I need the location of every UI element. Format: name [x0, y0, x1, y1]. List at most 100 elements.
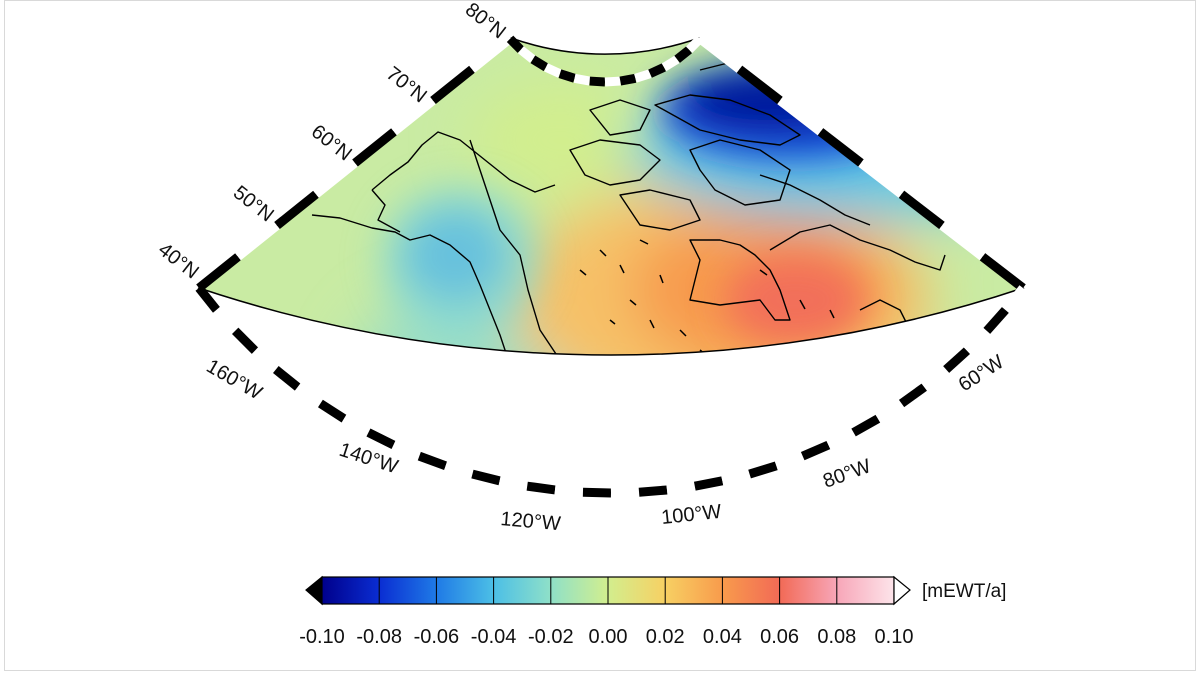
frame-tick	[800, 440, 831, 461]
frame-tick	[648, 63, 666, 78]
frame-tick	[721, 469, 751, 486]
map-frame-ticks	[195, 34, 1027, 498]
map-border	[197, 37, 1025, 356]
colorbar-tick-label: 0.02	[646, 626, 685, 648]
frame-tick	[748, 461, 778, 479]
frame-tick	[777, 96, 824, 136]
frame-tick	[341, 414, 371, 437]
colorbar-tick-label: -0.08	[356, 626, 402, 648]
lat-label-40n: 40°N	[154, 239, 203, 284]
lat-label-50n: 50°N	[229, 182, 278, 227]
frame-tick	[544, 63, 562, 78]
frame-tick	[610, 487, 640, 498]
frame-tick	[693, 476, 724, 491]
frame-tick	[589, 76, 606, 87]
arctic-islands-2	[619, 189, 701, 231]
frame-tick	[963, 327, 990, 354]
arctic-islands-1	[569, 139, 661, 186]
frame-tick	[295, 383, 324, 408]
frame-tick	[983, 306, 1009, 334]
frame-tick	[195, 285, 221, 313]
colorbar-unit: [mEWT/a]	[922, 581, 1006, 602]
lon-label-100w: 100°W	[660, 501, 722, 529]
frame-tick	[366, 428, 396, 450]
alaska-west-coast	[371, 189, 401, 233]
frame-tick	[313, 159, 358, 198]
alaska-coast	[311, 214, 511, 356]
lat-label-60n: 60°N	[307, 121, 356, 166]
great-lakes	[730, 370, 800, 440]
frame-tick	[213, 306, 239, 334]
frame-tick	[526, 481, 556, 495]
colorbar-tick-label: 0.08	[817, 626, 856, 648]
frame-tick	[352, 128, 397, 167]
frame-tick	[391, 96, 436, 136]
frame-tick	[898, 190, 945, 230]
frame-tick	[498, 476, 529, 491]
frame-tick	[444, 461, 474, 479]
longitude-labels: 160°W 140°W 120°W 100°W 80°W 60°W	[203, 351, 1009, 535]
colorbar-tick-label: -0.02	[528, 626, 574, 648]
colorbar-tick-label: -0.04	[471, 626, 517, 648]
frame-tick	[604, 76, 621, 87]
frame-tick	[235, 221, 280, 261]
frame-tick	[634, 69, 652, 83]
frame-tick	[661, 55, 680, 72]
frame-tick	[573, 73, 591, 86]
frame-tick	[506, 35, 525, 53]
frame-tick	[817, 128, 864, 167]
baffin-coast	[759, 174, 871, 226]
colorbar-ticks: -0.10 -0.08 -0.06 -0.04 -0.02 0.00 0.02 0.04 0.0…	[299, 577, 913, 648]
frame-tick	[471, 469, 501, 486]
colorbar-tick-label: -0.06	[414, 626, 460, 648]
frame-tick	[736, 65, 783, 105]
frame-tick	[530, 55, 549, 72]
colorbar-tick-label: 0.04	[703, 626, 742, 648]
arctic-islands-3	[689, 139, 791, 206]
lon-label-160w: 160°W	[203, 355, 266, 404]
quebec-coast	[799, 299, 911, 356]
frame-tick	[273, 365, 301, 391]
frame-tick	[666, 481, 696, 495]
frame-tick	[391, 440, 422, 461]
lon-label-80w: 80°W	[820, 455, 874, 493]
frame-tick	[274, 190, 319, 230]
frame-tick	[518, 46, 536, 63]
frame-tick	[851, 414, 881, 437]
continent-border	[469, 139, 861, 356]
frame-tick	[939, 221, 986, 261]
frame-tick	[469, 34, 514, 73]
alaska-north-coast	[371, 131, 556, 193]
frame-tick	[875, 399, 905, 423]
colorbar-tick-label: 0.06	[760, 626, 799, 648]
frame-tick	[943, 347, 971, 373]
frame-tick	[558, 69, 576, 83]
frame-tick	[696, 34, 743, 73]
frame-tick	[898, 383, 927, 408]
colorbar: -0.10 -0.08 -0.06 -0.04 -0.02 0.00 0.02 0.04 0.0…	[299, 575, 1006, 648]
frame-tick	[858, 159, 905, 198]
frame-tick	[826, 428, 856, 450]
frame-tick	[251, 347, 279, 373]
frame-tick	[774, 451, 805, 471]
frame-tick	[317, 399, 347, 423]
hudson-bay	[689, 239, 791, 321]
colorbar-tick-label: -0.10	[299, 626, 345, 648]
frame-tick	[979, 253, 1026, 292]
frame-tick	[619, 73, 637, 86]
labrador-coast	[769, 224, 946, 271]
colorbar-tick-label: 0.10	[875, 626, 914, 648]
frame-tick	[232, 327, 259, 354]
frame-tick	[582, 487, 612, 498]
frame-tick	[638, 485, 668, 497]
frame-tick	[685, 35, 704, 53]
colorbar-min-extension	[305, 575, 323, 606]
colorbar-tick-label: 0.00	[589, 626, 628, 648]
arctic-islands-5	[654, 94, 801, 146]
frame-tick	[196, 253, 241, 292]
frame-tick	[674, 46, 692, 63]
colorbar-max-extension	[893, 575, 911, 606]
lon-label-120w: 120°W	[500, 508, 562, 535]
frame-tick	[430, 65, 475, 105]
